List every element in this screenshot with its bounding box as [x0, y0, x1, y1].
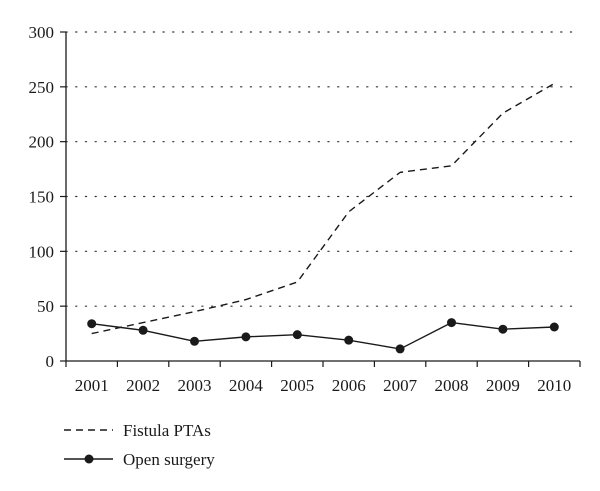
data-point-open-surgery-2006: [344, 335, 354, 345]
series-line-fistula-ptas: [91, 82, 555, 335]
x-tick-label-2008: 2008: [435, 376, 469, 395]
data-point-open-surgery-2005: [292, 330, 302, 340]
legend-label-fistula-ptas: Fistula PTAs: [123, 421, 211, 440]
legend-marker-open-surgery: [84, 454, 94, 464]
data-point-open-surgery-2007: [395, 344, 405, 354]
gridlines: [65, 31, 581, 307]
x-tick-label-2002: 2002: [126, 376, 160, 395]
legend-label-open-surgery: Open surgery: [123, 450, 215, 469]
y-tick-label-0: 0: [46, 352, 55, 371]
x-tick-label-2001: 2001: [75, 376, 109, 395]
x-tick-label-2006: 2006: [332, 376, 366, 395]
y-tick-label-200: 200: [29, 133, 55, 152]
data-point-open-surgery-2001: [87, 319, 97, 329]
y-tick-label-100: 100: [29, 242, 55, 261]
x-tick-label-2010: 2010: [537, 376, 571, 395]
series-group: [87, 82, 559, 354]
y-tick-label-150: 150: [29, 188, 55, 207]
x-axis-ticks: 2001 2002 2003 2004 2005 2006 2007 2008 2009 2010: [65, 361, 581, 395]
x-tick-label-2005: 2005: [280, 376, 314, 395]
y-tick-label-250: 250: [29, 78, 55, 97]
data-point-open-surgery-2004: [241, 332, 251, 342]
data-point-open-surgery-2009: [498, 324, 508, 334]
x-tick-label-2007: 2007: [383, 376, 418, 395]
series-line-open-surgery: [91, 321, 555, 350]
data-point-open-surgery-2010: [549, 322, 559, 332]
legend: Fistula PTAs Open surgery: [64, 421, 215, 469]
x-tick-label-2003: 2003: [178, 376, 212, 395]
x-tick-label-2004: 2004: [229, 376, 264, 395]
data-point-open-surgery-2008: [447, 318, 456, 328]
x-tick-label-2009: 2009: [486, 376, 520, 395]
y-axis-ticks: 0 50 100 150 200 250 300: [29, 23, 66, 371]
data-point-open-surgery-2003: [190, 336, 199, 346]
y-tick-label-300: 300: [29, 23, 55, 42]
data-point-open-surgery-2002: [138, 325, 148, 335]
y-tick-label-50: 50: [37, 297, 54, 316]
